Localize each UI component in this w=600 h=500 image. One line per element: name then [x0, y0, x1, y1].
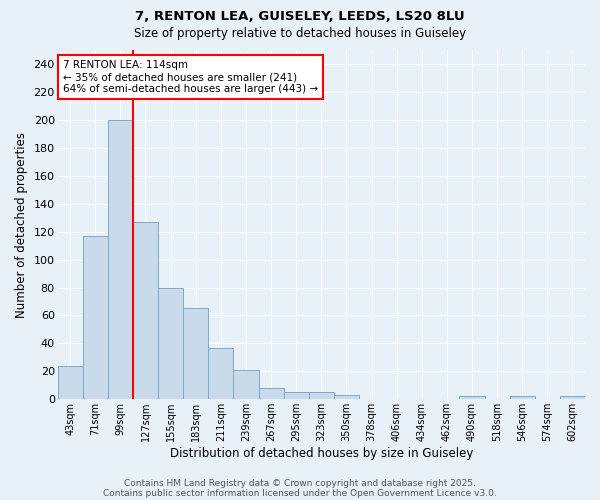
Bar — [133, 222, 158, 400]
Text: 7 RENTON LEA: 114sqm
← 35% of detached houses are smaller (241)
64% of semi-deta: 7 RENTON LEA: 114sqm ← 35% of detached h… — [63, 60, 318, 94]
Bar — [208, 348, 233, 400]
Bar — [460, 396, 485, 400]
Bar — [284, 392, 309, 400]
Text: Contains public sector information licensed under the Open Government Licence v3: Contains public sector information licen… — [103, 488, 497, 498]
Bar — [233, 370, 259, 400]
Text: Size of property relative to detached houses in Guiseley: Size of property relative to detached ho… — [134, 28, 466, 40]
Text: 7, RENTON LEA, GUISELEY, LEEDS, LS20 8LU: 7, RENTON LEA, GUISELEY, LEEDS, LS20 8LU — [135, 10, 465, 23]
Bar — [259, 388, 284, 400]
Bar — [83, 236, 108, 400]
Bar — [334, 395, 359, 400]
Bar — [183, 308, 208, 400]
Bar — [158, 288, 183, 400]
Bar — [560, 396, 585, 400]
Bar — [309, 392, 334, 400]
Bar — [108, 120, 133, 400]
Bar — [58, 366, 83, 400]
Y-axis label: Number of detached properties: Number of detached properties — [15, 132, 28, 318]
X-axis label: Distribution of detached houses by size in Guiseley: Distribution of detached houses by size … — [170, 447, 473, 460]
Text: Contains HM Land Registry data © Crown copyright and database right 2025.: Contains HM Land Registry data © Crown c… — [124, 478, 476, 488]
Bar — [509, 396, 535, 400]
